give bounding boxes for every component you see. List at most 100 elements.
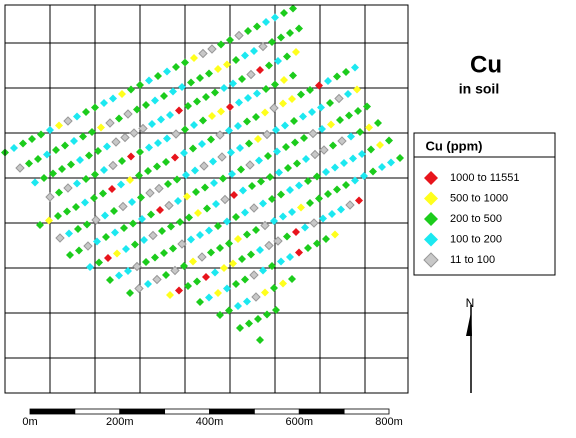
sample-point [328, 210, 336, 218]
sample-point [271, 13, 279, 22]
sample-point [226, 103, 234, 111]
sample-point [262, 129, 272, 140]
sample-point [241, 208, 249, 217]
sample-point [245, 319, 253, 328]
sample-point [273, 236, 283, 246]
legend: 1000 to 11551 500 to 1000 200 to 500 100 to… [423, 171, 520, 268]
sample-point [180, 262, 188, 270]
sample-point [351, 176, 359, 185]
sample-point [270, 284, 278, 292]
sample-point [288, 208, 296, 216]
sample-point [356, 128, 364, 136]
sample-point [301, 223, 309, 232]
sample-point [182, 171, 190, 179]
sample-point [207, 44, 217, 54]
scale-segment [29, 408, 76, 415]
sample-point [286, 29, 294, 37]
sample-point [236, 144, 244, 152]
sample-point [207, 248, 215, 257]
sample-point [133, 105, 141, 114]
sample-point [100, 99, 108, 107]
sample-point [313, 172, 321, 181]
sample-point [85, 151, 93, 160]
sample-point [322, 235, 330, 243]
sample-point [253, 22, 261, 31]
sample-point [239, 186, 247, 195]
sample-point [202, 273, 210, 281]
sample-point [40, 174, 48, 182]
sample-point [128, 198, 136, 206]
sample-point [91, 215, 101, 225]
sample-point [199, 116, 207, 125]
sample-point [106, 276, 114, 284]
sample-point [120, 132, 130, 143]
sample-point [63, 207, 71, 216]
sample-point [254, 135, 262, 143]
sample-point [157, 115, 165, 124]
sample-point [286, 253, 294, 261]
sample-point [367, 145, 375, 154]
sample-point [144, 280, 152, 288]
sample-point [129, 219, 137, 228]
sample-point [229, 259, 237, 268]
sample-point [190, 54, 198, 62]
scale-segment [343, 408, 390, 415]
sample-point [115, 271, 123, 280]
sample-point [138, 123, 148, 134]
sample-point [184, 282, 192, 290]
sample-point [162, 158, 170, 166]
sample-point [336, 116, 344, 124]
sample-point [205, 226, 213, 235]
sample-point [95, 258, 103, 267]
scale-label: 800m [375, 416, 403, 428]
scale-label: 0m [22, 416, 37, 428]
sample-point [345, 111, 353, 120]
sample-point [154, 139, 162, 147]
sample-point [192, 188, 200, 196]
sample-point [329, 141, 337, 150]
sample-point [347, 132, 355, 141]
sample-point [79, 132, 87, 141]
sample-point [261, 108, 269, 117]
sample-point [118, 157, 126, 165]
sample-point [145, 143, 153, 152]
sample-point [260, 220, 270, 231]
sample-point [52, 146, 60, 154]
sample-point [45, 216, 53, 225]
sample-point [196, 74, 204, 82]
legend-label: 1000 to 11551 [450, 172, 520, 184]
sample-point [196, 231, 204, 239]
sample-point [203, 204, 211, 213]
sample-point [73, 112, 81, 121]
sample-point [299, 112, 307, 121]
sample-point [49, 169, 57, 178]
sample-point [70, 137, 78, 145]
sample-point [171, 153, 179, 162]
sample-point [131, 240, 139, 249]
sample-point [193, 277, 201, 286]
sample-point [235, 98, 243, 107]
north-arrow: N [466, 296, 474, 393]
sample-point [81, 198, 89, 207]
sample-point [108, 160, 118, 171]
sample-point [156, 206, 164, 214]
sample-point [262, 85, 270, 93]
sample-point [277, 190, 285, 199]
sample-point [142, 101, 150, 109]
sample-point [190, 121, 198, 129]
sample-point [295, 24, 303, 33]
sample-point [10, 144, 18, 152]
sample-point [209, 157, 217, 166]
sample-point [54, 212, 62, 220]
sample-point [304, 177, 312, 185]
sample-point [374, 119, 382, 127]
sample-point [252, 226, 260, 234]
sample-point [199, 161, 209, 171]
sample-point [369, 167, 377, 176]
sample-point [94, 147, 102, 155]
sample-point [345, 200, 355, 210]
sample-point [315, 81, 323, 90]
sample-point [134, 283, 144, 294]
sample-point [232, 213, 240, 221]
sample-point [135, 171, 143, 180]
